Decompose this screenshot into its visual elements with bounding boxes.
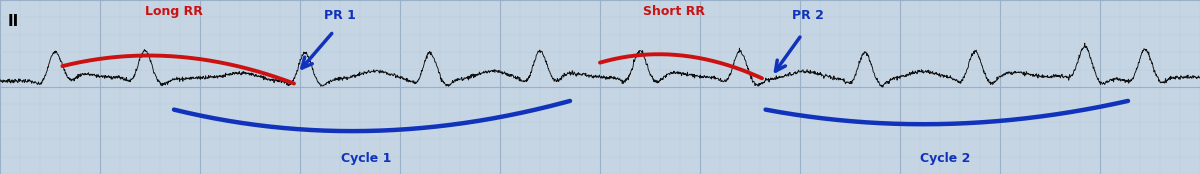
Text: Cycle 1: Cycle 1 [341,152,391,165]
Text: Short RR: Short RR [643,5,706,18]
Text: Cycle 2: Cycle 2 [920,152,971,165]
Text: Long RR: Long RR [145,5,203,18]
Text: II: II [7,14,18,29]
Text: PR 2: PR 2 [792,9,824,22]
Text: PR 1: PR 1 [324,9,356,22]
